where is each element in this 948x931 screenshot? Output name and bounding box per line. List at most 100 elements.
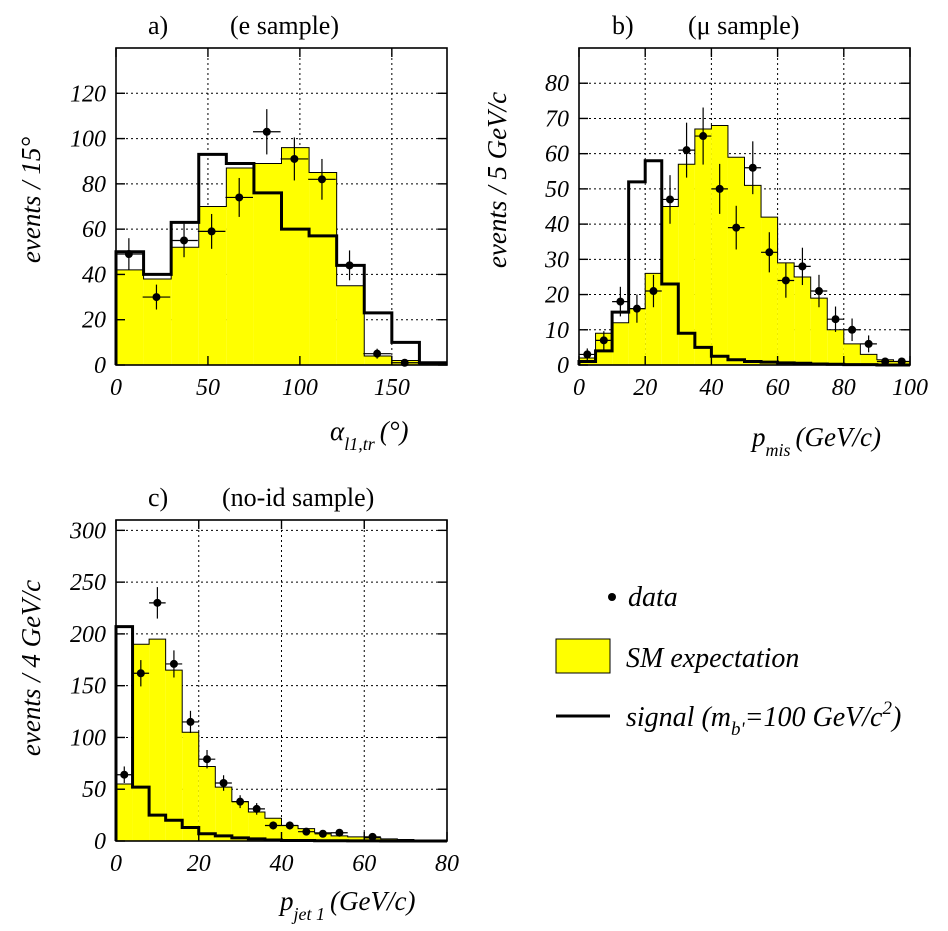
data-point: [761, 232, 778, 273]
sm-expectation-bar: [777, 262, 795, 365]
panel-title: (μ sample): [688, 11, 799, 40]
legend-signal-close: ): [890, 702, 901, 733]
sm-expectation-bar: [827, 329, 844, 365]
x-axis-label-unit: (GeV/c): [796, 422, 881, 452]
data-marker: [682, 146, 691, 155]
y-tick-label: 0: [94, 353, 106, 379]
data-point: [579, 348, 596, 361]
x-tick-label: 60: [352, 851, 376, 877]
y-tick-label: 20: [82, 308, 106, 334]
x-tick-label: 0: [110, 851, 122, 877]
y-tick-label: 70: [545, 106, 569, 132]
data-marker: [302, 827, 311, 836]
data-marker: [207, 227, 216, 236]
data-point: [363, 348, 391, 359]
data-point: [308, 158, 336, 200]
y-tick-label: 60: [545, 142, 569, 168]
data-point: [711, 163, 728, 214]
legend-signal-eq: =100 GeV/c: [745, 702, 883, 733]
data-point: [264, 821, 282, 830]
signal-histogram: [114, 152, 447, 365]
sm-expectation-bar: [116, 269, 144, 365]
data-point: [727, 205, 745, 250]
sm-expectation-bar: [171, 247, 199, 365]
sm-expectation-bar: [645, 273, 662, 365]
x-tick-label: 40: [699, 375, 723, 401]
panel-label: a): [148, 11, 168, 40]
x-axis-label: pmis (GeV/c): [750, 422, 881, 460]
sm-expectation-bar: [182, 732, 199, 841]
data-marker: [285, 821, 294, 830]
data-marker: [368, 832, 377, 841]
data-point: [827, 306, 844, 332]
data-point: [744, 141, 762, 195]
data-marker: [748, 163, 757, 172]
data-point: [678, 122, 695, 178]
sm-expectation-bar: [711, 125, 728, 365]
data-point: [335, 250, 364, 281]
data-marker: [335, 828, 344, 837]
data-marker: [715, 184, 724, 193]
y-tick-label: 250: [70, 570, 106, 596]
sm-expectation-bar: [364, 355, 392, 365]
data-point: [252, 109, 281, 155]
data-marker: [136, 669, 145, 678]
x-axis-label-main: α: [330, 416, 345, 446]
y-tick-label: 60: [82, 217, 106, 243]
x-tick-label: 20: [187, 851, 211, 877]
legend-signal-sup: 2: [882, 698, 892, 719]
y-axis-label: events / 4 GeV/c: [16, 580, 46, 756]
legend-signal-sub: b': [731, 719, 746, 740]
sm-expectation-bar: [860, 354, 877, 365]
data-marker: [798, 262, 807, 271]
y-tick-label: 100: [70, 127, 106, 153]
y-tick-label: 0: [94, 829, 106, 855]
data-marker: [781, 276, 790, 285]
data-marker: [219, 779, 228, 788]
x-tick-label: 80: [832, 375, 856, 401]
data-point: [331, 828, 348, 837]
legend-data-label: data: [628, 582, 678, 613]
data-marker: [616, 297, 625, 306]
sm-expectation-outline: [115, 638, 448, 841]
plot-frame: [115, 47, 448, 366]
data-marker: [180, 236, 189, 245]
chart-panel-c: 0 20 40 60 80 0 50 100 150 200 250 300 c) (no-id samp…: [16, 483, 459, 924]
x-axis-label-unit: (°): [380, 416, 409, 446]
x-axis-label: pjet 1 (GeV/c): [278, 886, 415, 924]
legend-signal-label: signal (mb'=100 GeV/c2): [626, 698, 901, 740]
legend-signal-prefix: signal (m: [626, 702, 731, 733]
sm-expectation-bar: [231, 801, 249, 841]
legend-data-marker: [608, 593, 616, 601]
y-tick-label: 80: [82, 172, 106, 198]
data-point: [843, 318, 861, 342]
sm-expectation-bar: [165, 670, 183, 841]
panel-title: (e sample): [230, 11, 339, 40]
data-point: [142, 284, 171, 310]
sm-expectation-bar: [331, 835, 348, 841]
data-marker: [599, 336, 608, 345]
data-marker: [765, 248, 774, 257]
x-axis-label-sub: jet 1: [292, 904, 326, 924]
data-point: [612, 286, 629, 317]
y-tick-label: 10: [545, 318, 569, 344]
x-axis-label-unit: (GeV/c): [330, 886, 415, 916]
data-marker: [124, 250, 133, 259]
data-marker: [848, 325, 857, 334]
x-axis-label-main: p: [278, 886, 294, 916]
sm-expectation-bar: [248, 812, 265, 841]
data-point: [280, 137, 309, 181]
y-tick-label: 150: [70, 674, 106, 700]
sm-expectation-bar: [810, 298, 828, 365]
y-tick-label: 50: [545, 177, 569, 203]
data-marker: [699, 132, 708, 141]
data-point: [115, 238, 143, 270]
data-point: [595, 331, 613, 350]
data-marker: [583, 350, 592, 359]
sm-expectation-bar: [143, 278, 172, 365]
data-point: [165, 650, 183, 678]
sm-expectation-bar: [264, 818, 282, 841]
data-marker: [152, 293, 161, 302]
panel-label: b): [612, 11, 634, 40]
